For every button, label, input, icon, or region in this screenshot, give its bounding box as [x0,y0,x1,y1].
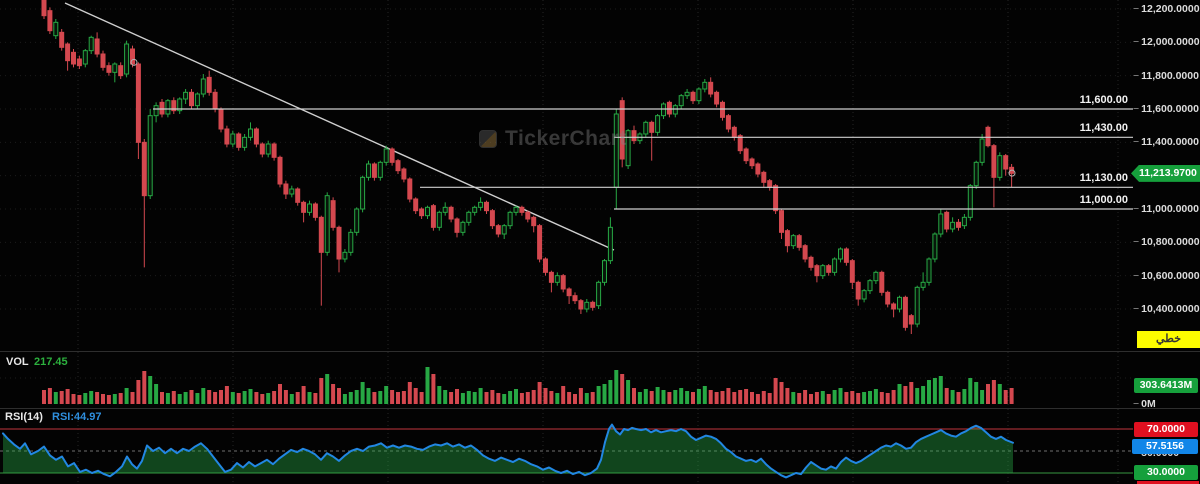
scale-mode-badge[interactable]: خطي [1137,331,1200,348]
volume-indicator-label: VOL [6,356,29,368]
price-line-label: 11,000.00 [1079,194,1128,206]
price-line-label: 11,130.00 [1079,172,1128,185]
price-axis-label: −12,000.0000 [1133,36,1200,49]
price-axis-label: −10,600.0000 [1133,269,1200,282]
price-chart-canvas[interactable] [0,0,1133,351]
rsi-oversold-badge: 30.0000 [1134,465,1198,480]
volume-latest-badge: 303.6413M [1134,378,1198,393]
volume-chart-canvas[interactable] [0,352,1133,409]
last-price-badge: 11,213.9700 [1131,164,1200,182]
price-axis-label: −11,400.0000 [1133,136,1199,149]
rsi-indicator-value: RSI:44.97 [52,411,102,423]
price-line-label: 11,600.00 [1079,94,1128,106]
price-axis-label: −10,400.0000 [1133,303,1200,315]
price-axis-label: −11,600.0000 [1133,103,1199,115]
volume-indicator-value: 217.45 [34,356,68,368]
price-axis-label: −11,800.0000 [1133,69,1199,82]
clipped-badge [1137,481,1199,484]
panel-separator [0,351,1200,352]
price-axis-label: −11,000.0000 [1133,203,1199,215]
rsi-current-badge: 57.5156 [1132,439,1198,454]
volume-axis-zero: −0M [1133,398,1156,410]
rsi-chart-canvas[interactable] [0,409,1133,484]
price-axis-label: −10,800.0000 [1133,236,1200,249]
rsi-overbought-badge: 70.0000 [1134,422,1198,437]
rsi-indicator-label: RSI(14) [5,411,43,423]
panel-separator [0,408,1200,409]
price-line-label: 11,430.00 [1079,122,1128,135]
price-axis-label: −12,200.0000 [1133,3,1200,15]
